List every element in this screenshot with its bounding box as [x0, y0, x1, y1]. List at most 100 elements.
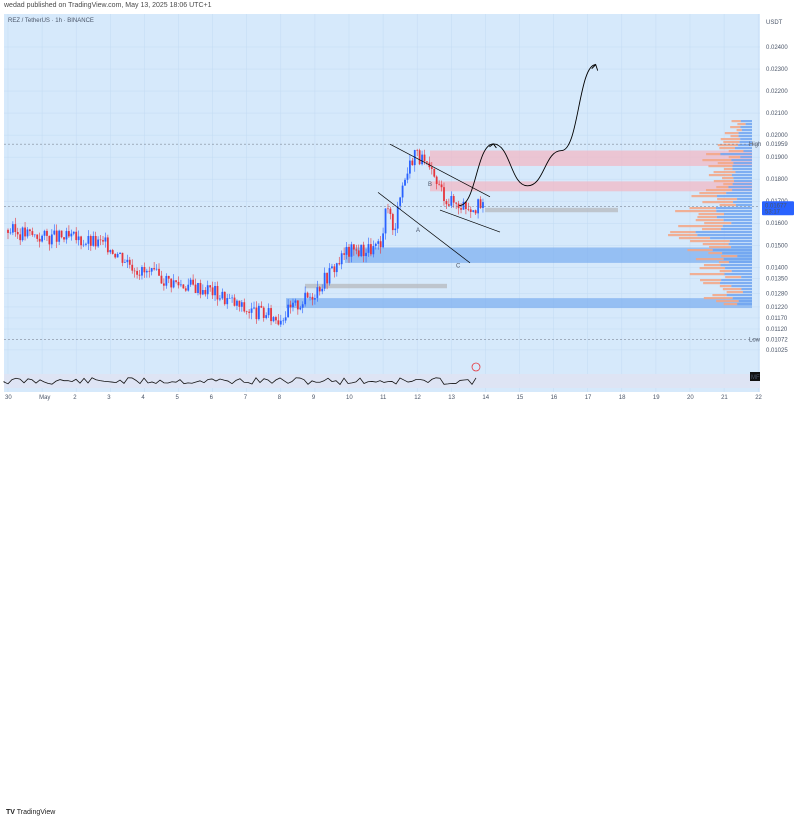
date-tick-label: 7 — [244, 395, 248, 401]
candle-body — [211, 287, 214, 296]
vp-bar-up — [726, 294, 752, 297]
vp-bar-up — [743, 150, 752, 153]
price-tick-label: 0.01500 — [766, 243, 788, 249]
vp-bar-up — [731, 174, 752, 177]
vp-bar-down — [731, 120, 741, 123]
vp-bar-down — [687, 249, 713, 252]
pattern-label-b: B — [428, 182, 432, 188]
vp-bar-down — [703, 297, 733, 300]
candle-body — [226, 298, 229, 305]
candle-body — [477, 199, 479, 214]
candle-body — [89, 236, 92, 246]
candle-body — [46, 230, 48, 236]
vp-bar-up — [733, 177, 752, 180]
candle-body — [257, 305, 260, 320]
candle-body — [219, 298, 221, 300]
price-chart[interactable]: A B C MF78.81 0.02400 0.02300 0.02200 0.02100… — [0, 0, 800, 422]
vp-bar-up — [731, 246, 752, 249]
zone-support — [286, 298, 752, 309]
candle-body — [318, 287, 321, 292]
current-price-badge — [762, 201, 794, 216]
date-axis: 30 May 2 3 4 5 6 7 8 9 10 11 12 13 14 15 16 17 18 19 20 21 22 — [4, 392, 763, 402]
price-tick-label: 0.01900 — [766, 155, 788, 161]
vp-bar-up — [715, 207, 752, 210]
candle-body — [97, 239, 100, 247]
vp-bar-up — [731, 270, 752, 273]
vp-bar-down — [703, 264, 721, 267]
vp-bar-down — [720, 138, 741, 141]
candle-body — [452, 196, 455, 203]
date-tick-label: 19 — [653, 395, 660, 401]
candle-body — [158, 268, 160, 276]
candle-body — [82, 244, 85, 246]
candle-body — [109, 250, 112, 253]
candle-body — [58, 230, 61, 242]
vp-bar-down — [708, 174, 732, 177]
candle-body — [162, 283, 165, 286]
indicator-pane: MF78.81 — [3, 362, 781, 388]
vp-bar-up — [697, 234, 752, 237]
candle-body — [216, 285, 219, 300]
vp-bar-up — [728, 243, 752, 246]
vp-bar-up — [740, 138, 752, 141]
candle-body — [65, 231, 68, 240]
vp-bar-down — [678, 225, 723, 228]
date-tick-label: 20 — [687, 395, 694, 401]
vp-bar-up — [731, 222, 752, 225]
vp-bar-down — [691, 195, 717, 198]
candle-body — [282, 320, 285, 322]
candle-body — [416, 150, 419, 151]
candle-body — [377, 241, 380, 244]
candle-body — [399, 197, 402, 207]
candle-body — [309, 296, 311, 298]
vp-bar-up — [732, 168, 752, 171]
candle-body — [126, 259, 129, 263]
low-value: 0.01072 — [766, 338, 788, 344]
candle-body — [384, 208, 387, 234]
vp-bar-up — [737, 255, 752, 258]
vp-bar-down — [708, 165, 733, 168]
candle-body — [348, 246, 350, 257]
candle-body — [374, 243, 377, 247]
candle-body — [236, 300, 238, 306]
candle-body — [75, 231, 78, 241]
candle-body — [365, 252, 367, 257]
vp-bar-up — [738, 132, 752, 135]
zone-support — [345, 247, 752, 263]
candle-body — [148, 270, 151, 272]
candle-body — [92, 235, 95, 246]
date-tick-label: 22 — [755, 395, 762, 401]
candle-body — [26, 229, 29, 237]
date-tick-label: 16 — [551, 395, 558, 401]
vp-bar-down — [718, 261, 729, 264]
zone-resistance — [430, 150, 752, 166]
candle-body — [231, 297, 233, 299]
candles — [7, 148, 484, 327]
candle-body — [43, 230, 46, 236]
price-tick-label: 0.01350 — [766, 276, 788, 282]
tradingview-logo[interactable]: TV TradingView — [6, 809, 55, 816]
vp-bar-down — [736, 129, 742, 132]
candle-body — [111, 250, 114, 254]
vp-bar-up — [720, 153, 752, 156]
candle-body — [60, 230, 63, 238]
vp-bar-down — [708, 252, 723, 255]
date-axis-bg — [4, 392, 760, 402]
candle-body — [221, 291, 224, 299]
candle-body — [335, 263, 338, 273]
candle-body — [435, 176, 438, 184]
vp-bar-up — [716, 210, 752, 213]
candle-body — [136, 270, 138, 275]
vp-bar-down — [716, 186, 729, 189]
candle-body — [87, 236, 90, 244]
vp-bar-down — [700, 279, 722, 282]
candle-body — [204, 290, 207, 295]
candle-body — [160, 275, 163, 284]
vp-bar-up — [728, 186, 752, 189]
vp-bar-down — [670, 231, 696, 234]
vp-bar-down — [723, 168, 733, 171]
candle-body — [406, 173, 409, 180]
vp-bar-down — [730, 135, 739, 138]
tv-icon: TV — [6, 809, 15, 816]
candle-body — [33, 234, 36, 236]
